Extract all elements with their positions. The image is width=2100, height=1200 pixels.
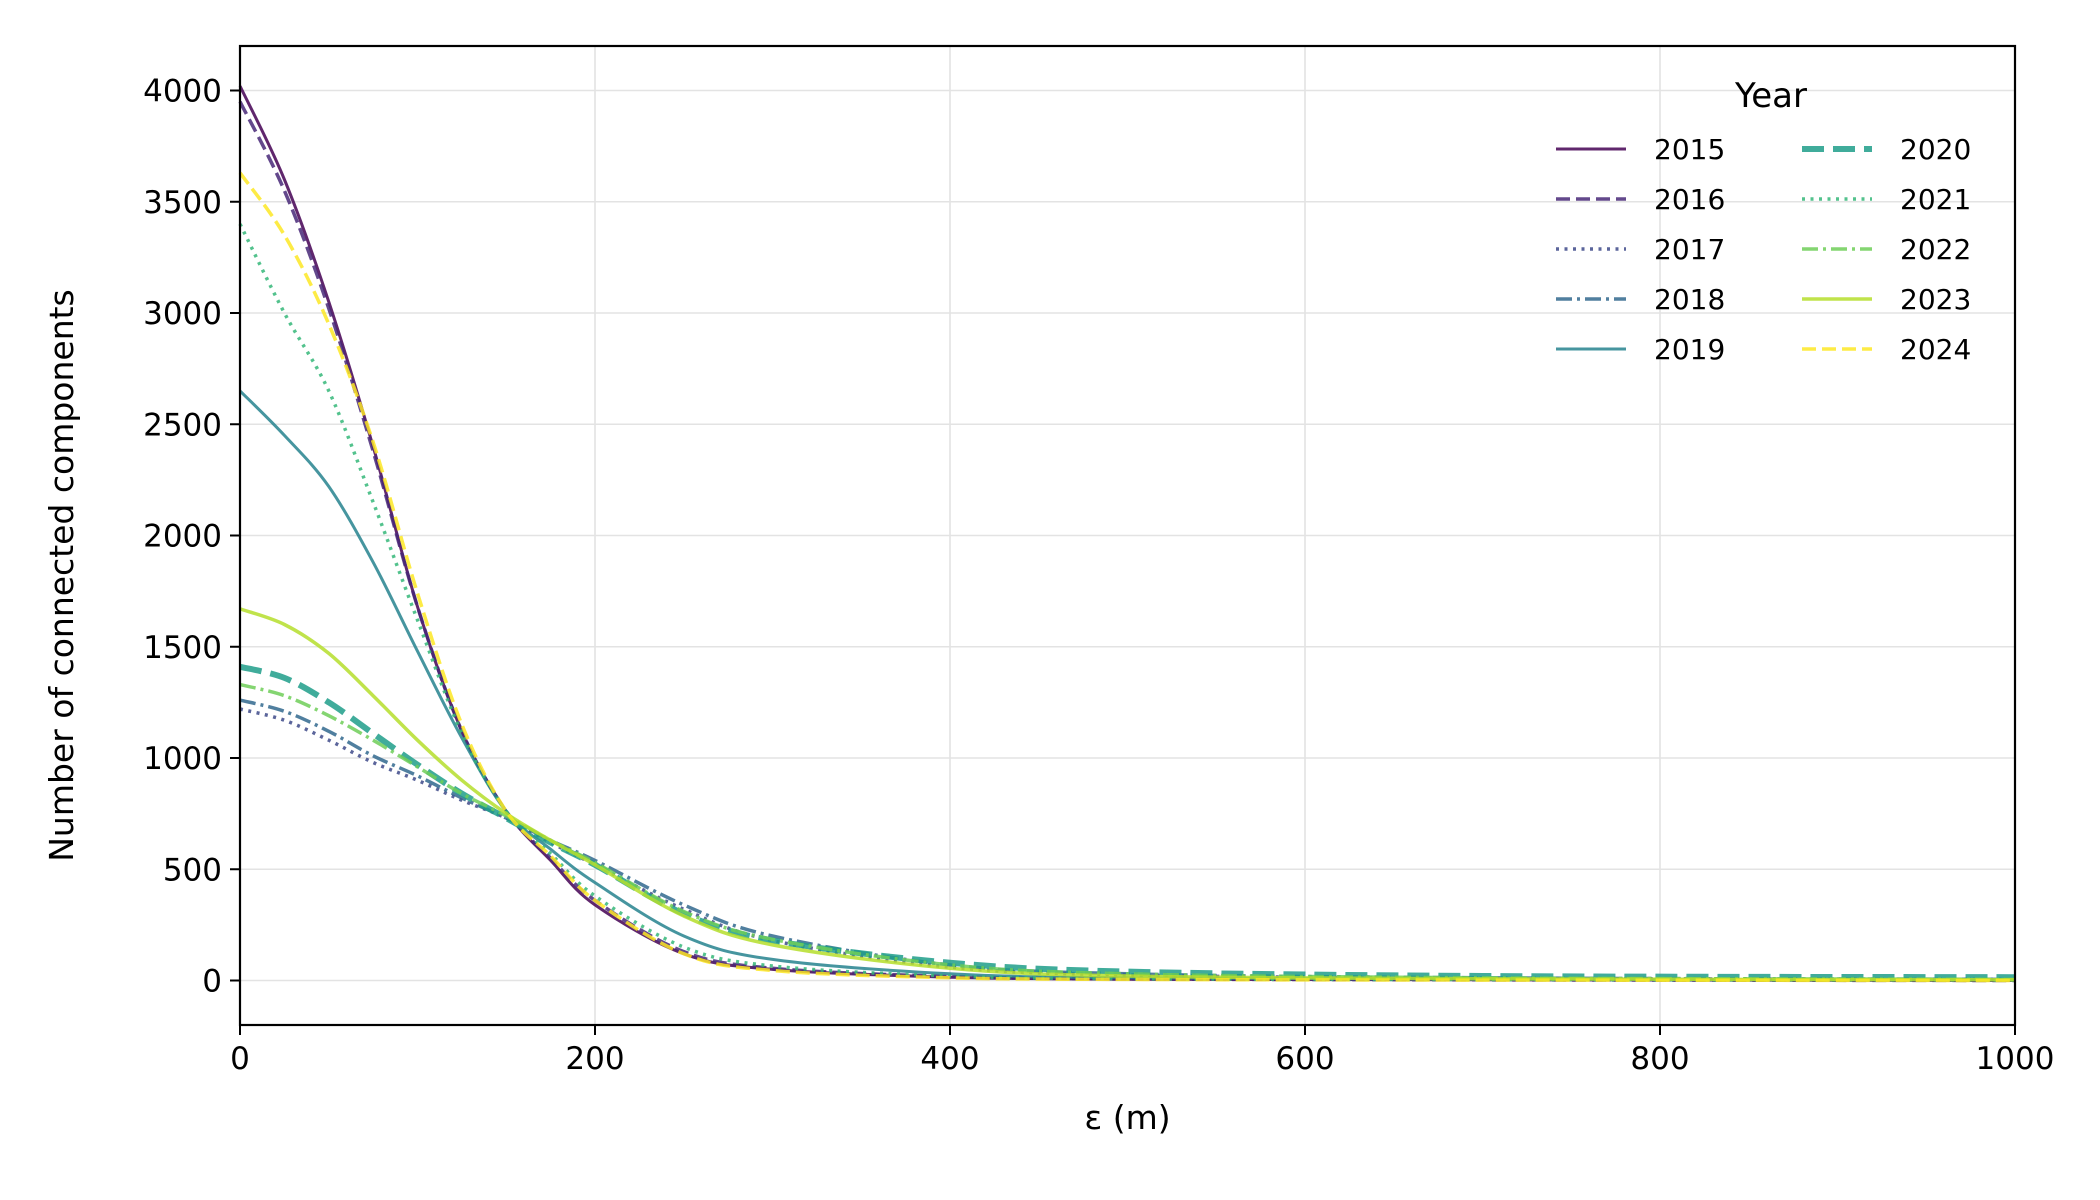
- legend-title: Year: [1734, 76, 1807, 116]
- legend-label-2018: 2018: [1654, 283, 1725, 316]
- legend: Year 2015 2016 2017 2018 2019 2020 2021 2022 202…: [1556, 76, 1971, 366]
- y-axis-label: Number of connected components: [42, 289, 81, 862]
- y-tick-label: 3000: [143, 296, 222, 332]
- legend-label-2023: 2023: [1900, 283, 1971, 316]
- legend-label-2015: 2015: [1654, 133, 1725, 166]
- y-tick-label: 3500: [143, 185, 222, 221]
- axis-ticks: 0 200 400 600 800 1000 0 500 1000 1500 2000 2500 300…: [143, 74, 2054, 1078]
- x-axis-label: ε (m): [1084, 1098, 1170, 1137]
- y-tick-label: 2000: [143, 519, 222, 555]
- legend-label-2021: 2021: [1900, 183, 1971, 216]
- legend-label-2024: 2024: [1900, 333, 1971, 366]
- x-tick-label: 400: [920, 1041, 979, 1077]
- legend-label-2022: 2022: [1900, 233, 1971, 266]
- y-tick-label: 500: [163, 852, 222, 888]
- legend-label-2016: 2016: [1654, 183, 1725, 216]
- series-line-2020: [239, 663, 2016, 981]
- x-tick-label: 200: [565, 1041, 624, 1077]
- legend-label-2020: 2020: [1900, 133, 1971, 166]
- series-layer: [238, 85, 2016, 983]
- legend-label-2017: 2017: [1654, 233, 1725, 266]
- y-tick-label: 2500: [143, 407, 222, 443]
- x-tick-label: 600: [1275, 1041, 1334, 1077]
- legend-label-2019: 2019: [1654, 333, 1725, 366]
- x-tick-label: 800: [1630, 1041, 1689, 1077]
- x-tick-label: 0: [230, 1041, 250, 1077]
- y-tick-label: 1000: [143, 741, 222, 777]
- y-tick-label: 4000: [143, 74, 222, 110]
- x-tick-label: 1000: [1976, 1041, 2055, 1077]
- y-tick-label: 0: [202, 964, 222, 1000]
- y-tick-label: 1500: [143, 630, 222, 666]
